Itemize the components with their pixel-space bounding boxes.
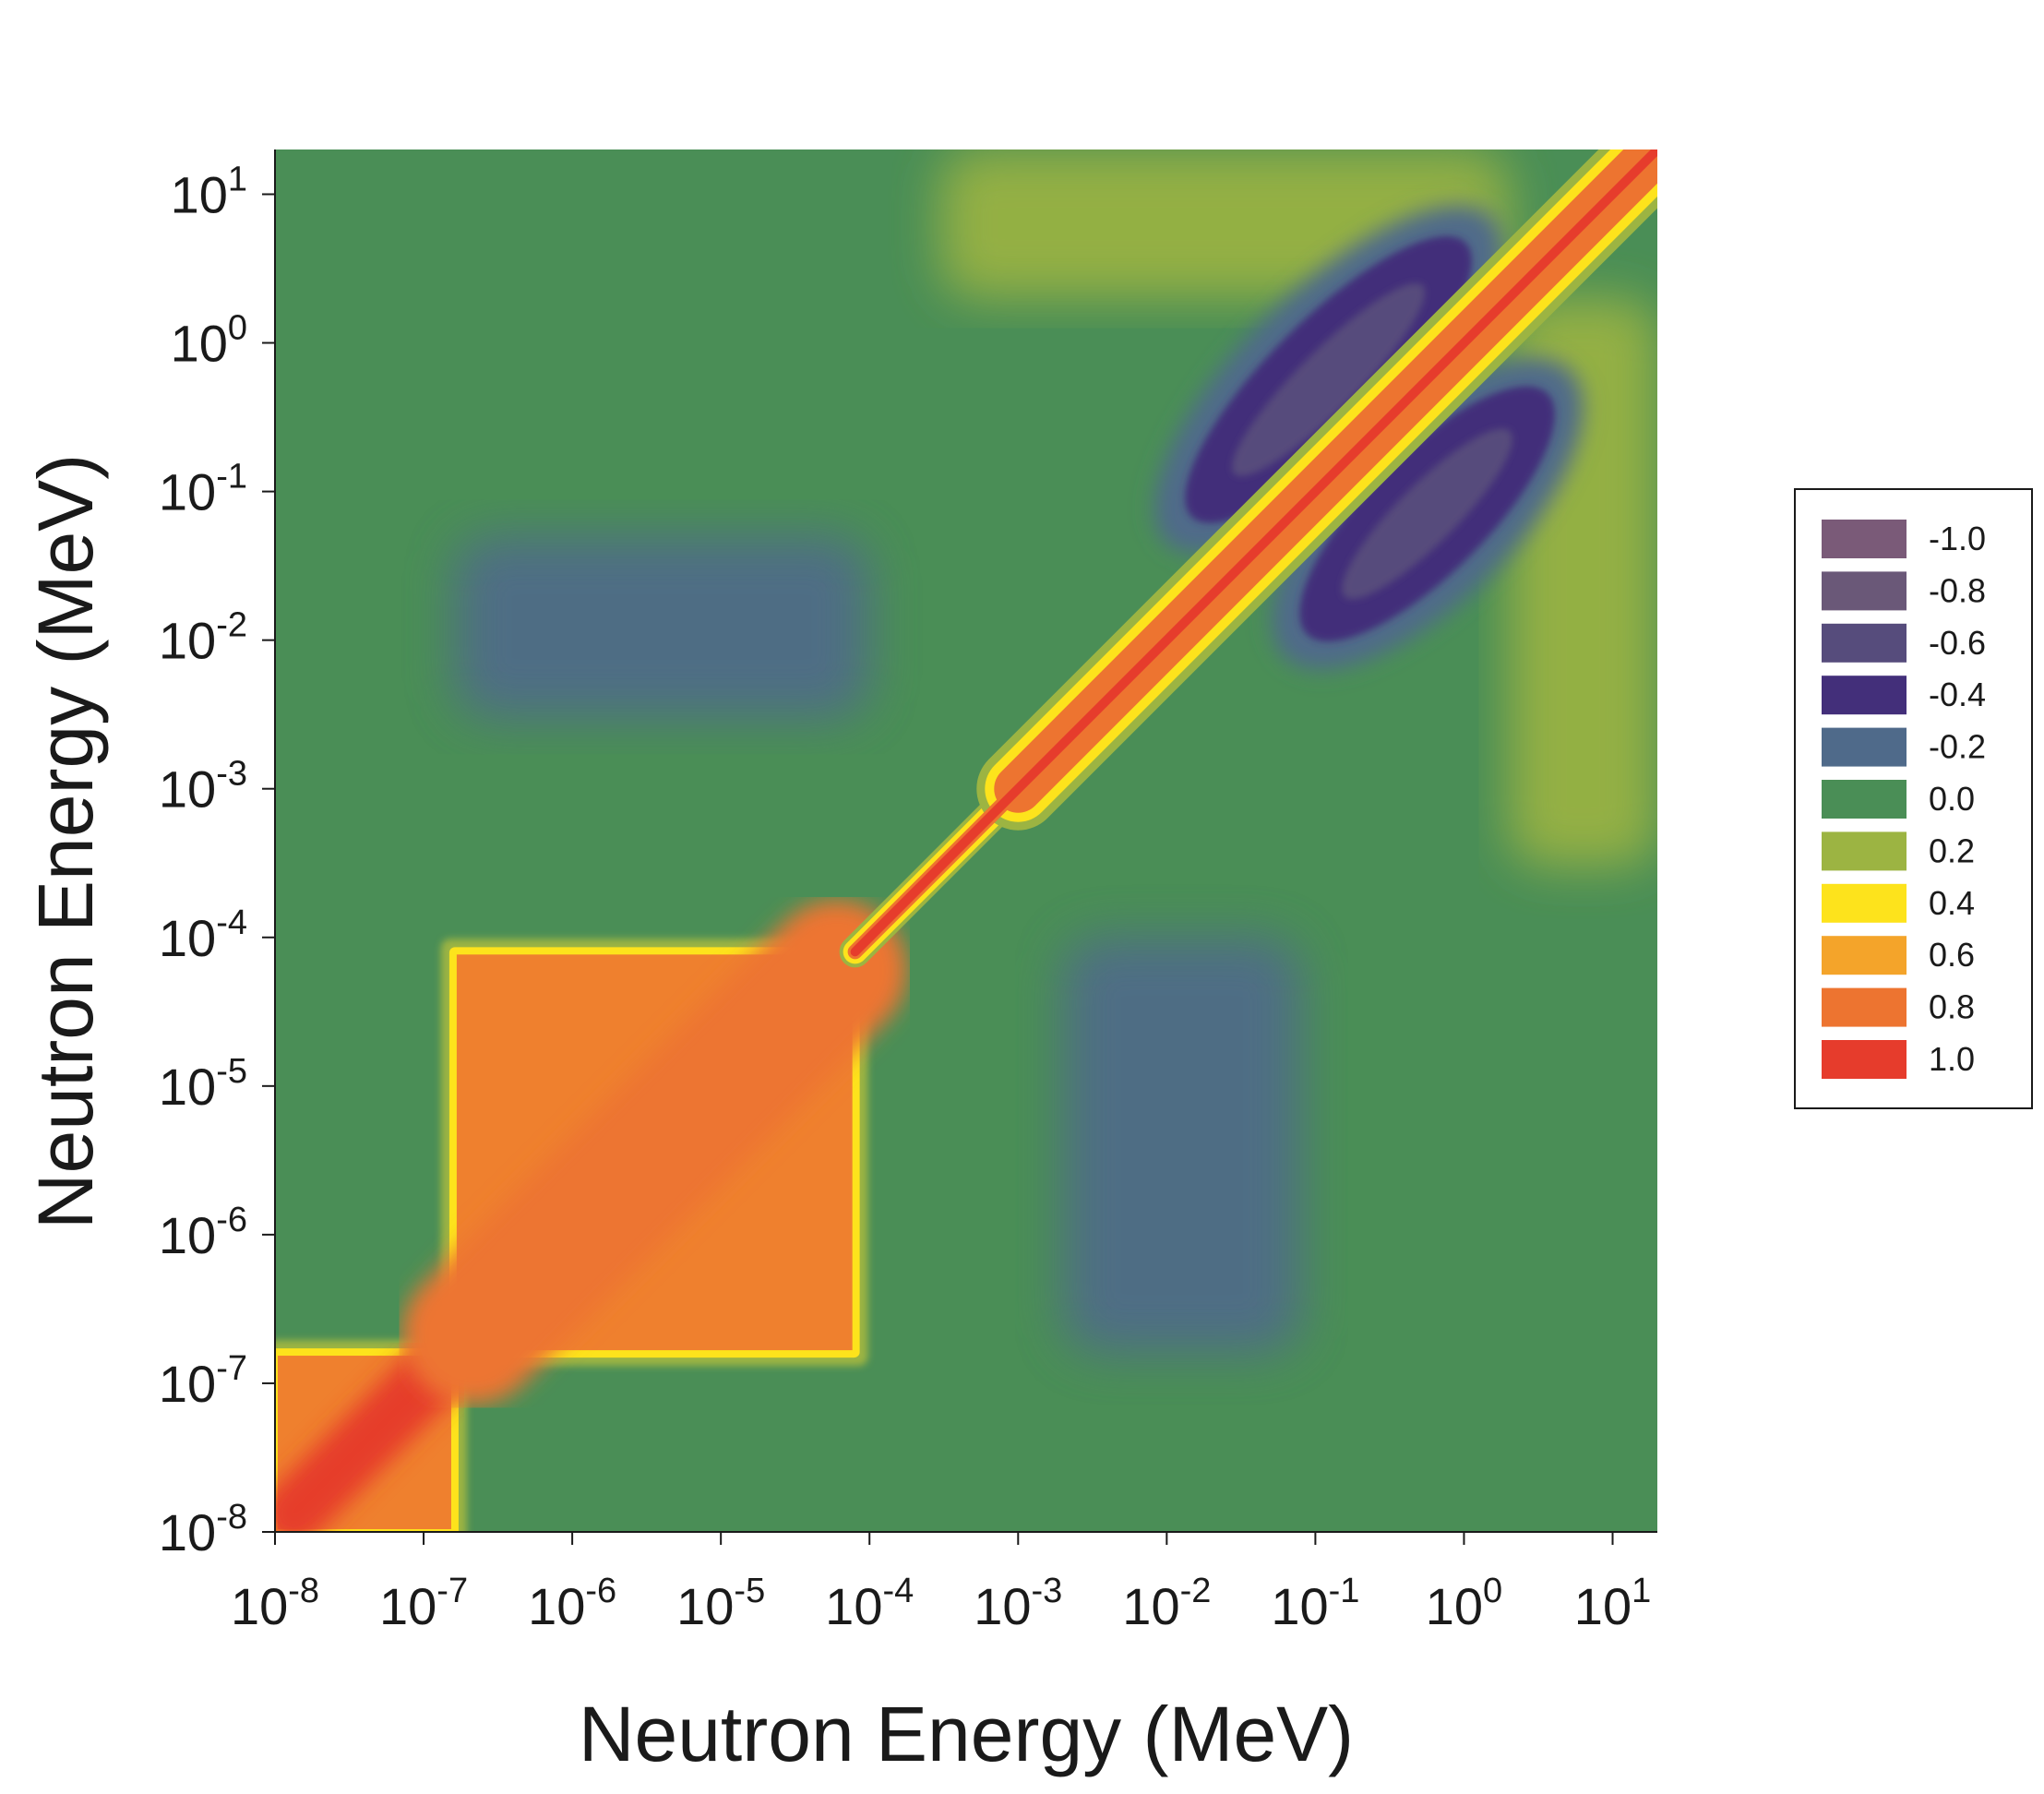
x-tick-label: 10-8 bbox=[231, 1572, 319, 1635]
y-tick-label: 10-7 bbox=[159, 1349, 247, 1413]
y-tick-label: 10-6 bbox=[159, 1201, 247, 1264]
legend-swatch bbox=[1822, 883, 1907, 923]
legend-swatch bbox=[1822, 936, 1907, 975]
x-tick-label: 100 bbox=[1426, 1572, 1502, 1635]
lobe-core bbox=[1232, 282, 1426, 476]
legend-label: 0.4 bbox=[1929, 884, 1975, 922]
correlation-block bbox=[401, 900, 907, 1405]
y-tick-label: 10-3 bbox=[159, 755, 247, 819]
y-axis-title: Neutron Energy (MeV) bbox=[22, 454, 109, 1229]
x-tick-label: 10-1 bbox=[1271, 1572, 1359, 1635]
legend-swatch bbox=[1822, 987, 1907, 1027]
y-tick-label: 10-2 bbox=[159, 606, 247, 670]
x-tick-label: 10-3 bbox=[974, 1572, 1062, 1635]
legend-swatch bbox=[1822, 1040, 1907, 1079]
weak-correlation-region bbox=[1062, 937, 1301, 1354]
x-axis-title: Neutron Energy (MeV) bbox=[579, 1691, 1354, 1777]
y-tick-label: 10-8 bbox=[159, 1498, 247, 1561]
x-tick-label: 10-6 bbox=[528, 1572, 616, 1635]
lobe-core bbox=[1342, 428, 1513, 600]
legend-label: 0.2 bbox=[1929, 831, 1975, 869]
legend-swatch bbox=[1822, 727, 1907, 767]
legend-swatch bbox=[1822, 676, 1907, 715]
x-tick-label: 10-7 bbox=[379, 1572, 468, 1635]
legend-label: 1.0 bbox=[1929, 1040, 1975, 1078]
anti-correlation-lobe bbox=[1271, 358, 1584, 670]
block-diagonal bbox=[275, 1340, 467, 1532]
correlation-block bbox=[275, 1340, 467, 1532]
block-diagonal bbox=[401, 900, 907, 1405]
band-core bbox=[850, 150, 1657, 957]
heatmap-plot-area bbox=[275, 150, 1657, 1532]
legend-label: -0.6 bbox=[1929, 624, 1986, 662]
anti-correlation-lobe bbox=[1154, 205, 1503, 554]
x-tick-label: 10-2 bbox=[1122, 1572, 1211, 1635]
legend-label: 0.6 bbox=[1929, 936, 1975, 974]
y-tick-label: 10-1 bbox=[159, 458, 247, 521]
legend-swatch bbox=[1822, 780, 1907, 819]
legend-label: -1.0 bbox=[1929, 520, 1986, 557]
y-tick-label: 101 bbox=[171, 160, 247, 223]
heatmap-regions bbox=[275, 150, 1657, 1532]
legend-label: -0.8 bbox=[1929, 571, 1986, 609]
legend-label: -0.2 bbox=[1929, 728, 1986, 766]
legend-swatch bbox=[1822, 571, 1907, 611]
legend-label: 0.0 bbox=[1929, 780, 1975, 818]
x-tick-label: 10-5 bbox=[676, 1572, 765, 1635]
legend-label: -0.4 bbox=[1929, 676, 1986, 713]
legend-swatch bbox=[1822, 623, 1907, 663]
legend-swatch bbox=[1822, 520, 1907, 558]
color-legend: -1.0 -0.8 -0.6 -0.4 -0.2 0.0 0.2 0.4 0.6 0.8 1.0 bbox=[1794, 488, 2033, 1109]
y-axis: 10-8 10-7 10-6 10-5 10-4 10-3 10-2 10-1 100 101 bbox=[159, 150, 276, 1561]
legend-label: 0.8 bbox=[1929, 988, 1975, 1026]
x-axis: 10-8 10-7 10-6 10-5 10-4 10-3 10-2 10-1 100 101 bbox=[231, 1531, 1657, 1635]
legend-swatch bbox=[1822, 831, 1907, 871]
x-tick-label: 10-4 bbox=[825, 1572, 914, 1635]
y-tick-label: 10-4 bbox=[159, 903, 247, 967]
x-tick-label: 101 bbox=[1574, 1572, 1651, 1635]
y-tick-label: 100 bbox=[171, 309, 247, 373]
weak-correlation-region bbox=[453, 536, 870, 718]
diagonal-correlation-band bbox=[839, 150, 1657, 968]
y-tick-label: 10-5 bbox=[159, 1052, 247, 1116]
